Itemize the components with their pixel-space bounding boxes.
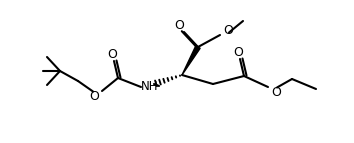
Text: O: O: [107, 47, 117, 60]
Polygon shape: [182, 46, 200, 75]
Text: NH: NH: [141, 81, 159, 94]
Text: O: O: [89, 90, 99, 103]
Text: O: O: [223, 24, 233, 37]
Text: O: O: [174, 19, 184, 32]
Text: O: O: [271, 86, 281, 99]
Text: O: O: [233, 45, 243, 58]
